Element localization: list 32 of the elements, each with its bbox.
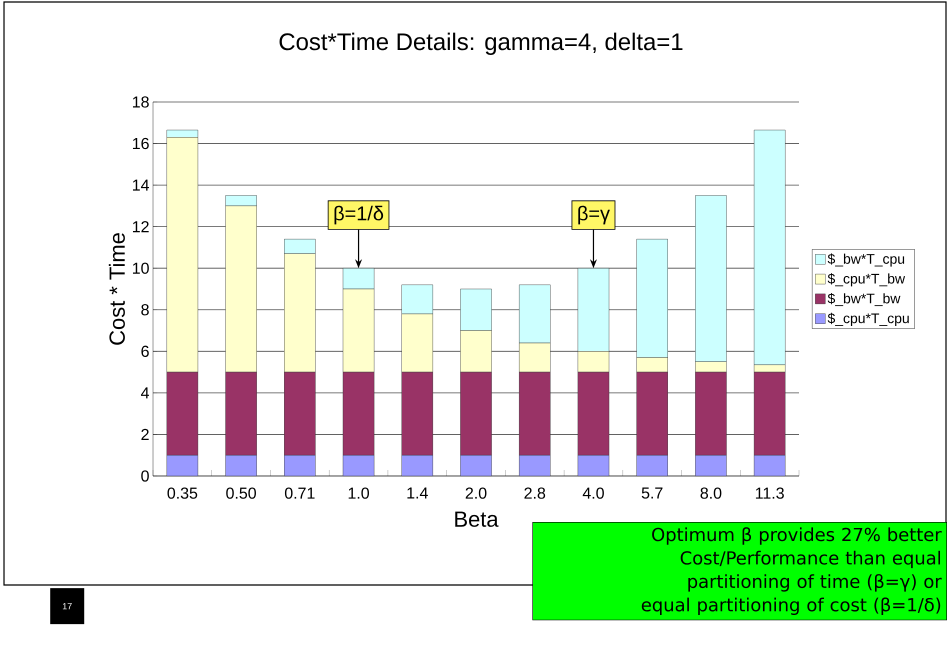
chart-title: Cost*Time Details: gamma=4, delta=1 [280, 32, 682, 55]
legend-label: $_cpu*T_cpu [828, 312, 909, 326]
x-tick-label: 2.8 [524, 488, 546, 499]
y-tick-label: 4 [140, 387, 150, 398]
y-tick-label: 6 [141, 346, 149, 357]
x-tick-label: 11.3 [756, 488, 784, 499]
x-tick-label: 0.35 [167, 488, 198, 499]
y-tick-label: 2 [141, 428, 149, 440]
legend-label: $_cpu*T_bw [828, 273, 906, 286]
x-axis-title: Beta [455, 512, 499, 527]
y-tick-label: 10 [132, 262, 149, 274]
annotation: β=γ [578, 206, 610, 224]
x-tick-label: 5.7 [642, 488, 662, 499]
annotation: β=1/δ [334, 206, 384, 224]
y-tick-label: 0 [141, 470, 149, 482]
x-tick-label: 0.50 [226, 488, 256, 499]
x-tick-label: 1.4 [407, 488, 428, 498]
y-axis-title: Cost * Time [108, 233, 125, 345]
y-tick-label: 12 [132, 221, 149, 232]
x-tick-label: 8.0 [700, 488, 722, 499]
x-tick-label: 0.71 [284, 488, 315, 499]
y-tick-label: 8 [141, 304, 149, 316]
y-tick-label: 18 [132, 96, 149, 108]
x-tick-label: 2.0 [466, 488, 486, 499]
y-tick-label: 14 [132, 180, 150, 191]
legend-label: $_bw*T_cpu [828, 253, 904, 267]
text: Optimum β provides 27% better Cost/Performance than equal partitioning of time (β=γ) or equal partitioning of cost (β=1/δ) [642, 527, 942, 615]
legend-label: $_bw*T_bw [828, 292, 900, 306]
x-tick-label: 1.0 [348, 488, 370, 499]
text: 17 [62, 603, 72, 610]
y-tick-label: 16 [132, 138, 149, 150]
x-tick-label: 4.0 [582, 488, 604, 499]
